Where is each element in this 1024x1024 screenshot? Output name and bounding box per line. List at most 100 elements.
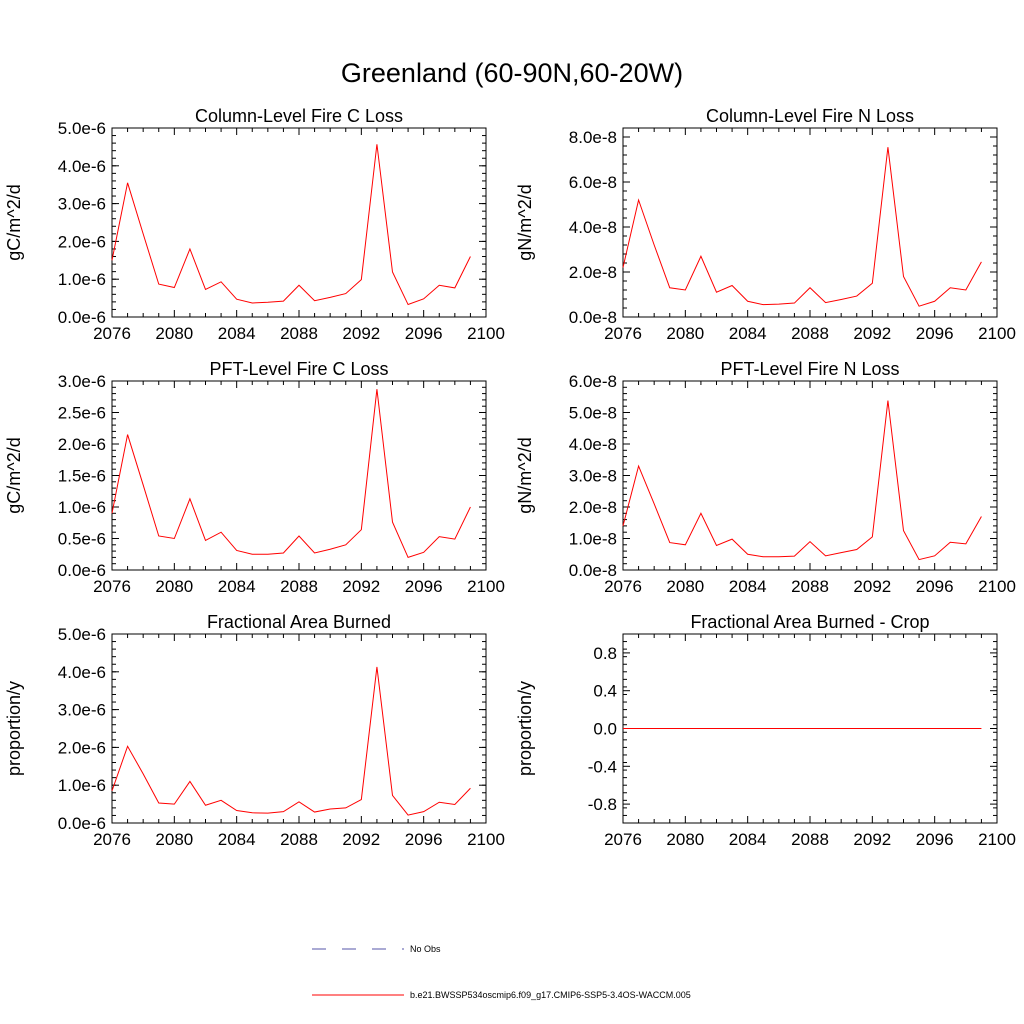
y-tick-label: 3.0e-6 <box>58 372 106 391</box>
panel-3: PFT-Level Fire C Loss gC/m^2/d 2076 2080 208… <box>4 359 505 596</box>
y-tick-label: 2.5e-6 <box>58 404 106 423</box>
x-tick-label: 2092 <box>342 324 380 343</box>
y-tick-label: 1.0e-6 <box>58 776 106 795</box>
x-tick-label: 2100 <box>467 577 505 596</box>
x-tick-label: 2080 <box>155 324 193 343</box>
y-tick-label: 5.0e-6 <box>58 625 106 644</box>
y-tick-label: 5.0e-8 <box>569 404 617 423</box>
x-tick-label: 2100 <box>467 830 505 849</box>
panel-5: Fractional Area Burned proportion/y 2076 20… <box>4 612 505 849</box>
x-tick-label: 2084 <box>218 577 256 596</box>
series-line <box>111 389 471 559</box>
y-tick-label: 0.0e-6 <box>58 308 106 327</box>
x-tick-label: 2076 <box>93 324 131 343</box>
x-tick-label: 2100 <box>467 324 505 343</box>
panels: Column-Level Fire C Loss gC/m^2/d 2076 2080… <box>4 106 1016 849</box>
y-tick-label: 0.4 <box>593 682 617 701</box>
y-tick-label: 0.0e-8 <box>569 308 617 327</box>
x-tick-label: 2088 <box>791 324 829 343</box>
x-tick-label: 2080 <box>666 324 704 343</box>
x-tick-label: 2080 <box>155 577 193 596</box>
panel-title: Fractional Area Burned <box>207 612 391 632</box>
y-tick-label: 3.0e-8 <box>569 467 617 486</box>
panel-title: Column-Level Fire N Loss <box>706 106 914 126</box>
y-tick-label: 5.0e-6 <box>58 119 106 138</box>
panel-1: Column-Level Fire C Loss gC/m^2/d 2076 2080… <box>4 106 505 343</box>
y-tick-label: 6.0e-8 <box>569 173 617 192</box>
y-tick-label: 4.0e-6 <box>58 663 106 682</box>
panel-title: Column-Level Fire C Loss <box>195 106 403 126</box>
x-tick-label: 2080 <box>666 577 704 596</box>
y-axis-label: gN/m^2/d <box>515 437 535 513</box>
x-tick-label: 2088 <box>280 324 318 343</box>
x-tick-label: 2080 <box>155 830 193 849</box>
y-axis-label: gC/m^2/d <box>4 437 24 513</box>
x-tick-label: 2076 <box>93 577 131 596</box>
y-tick-label: 2.0e-6 <box>58 232 106 251</box>
plot-frame <box>111 127 487 318</box>
x-tick-label: 2080 <box>666 830 704 849</box>
x-tick-label: 2084 <box>729 324 767 343</box>
x-tick-label: 2092 <box>853 324 891 343</box>
y-tick-label: 1.0e-8 <box>569 530 617 549</box>
x-tick-label: 2076 <box>604 577 642 596</box>
y-tick-label: 8.0e-8 <box>569 128 617 147</box>
x-tick-label: 2100 <box>978 324 1016 343</box>
x-tick-label: 2096 <box>405 577 443 596</box>
panel-6: Fractional Area Burned - Crop proportion/… <box>515 612 1016 849</box>
x-tick-label: 2084 <box>729 577 767 596</box>
x-tick-label: 2084 <box>729 830 767 849</box>
x-tick-label: 2088 <box>280 830 318 849</box>
panel-title: PFT-Level Fire N Loss <box>720 359 899 379</box>
y-tick-label: 0.5e-6 <box>58 530 106 549</box>
y-tick-label: 2.0e-8 <box>569 263 617 282</box>
y-tick-label: 2.0e-6 <box>58 435 106 454</box>
x-tick-label: 2088 <box>280 577 318 596</box>
series-line <box>622 400 982 561</box>
x-tick-label: 2076 <box>604 324 642 343</box>
panel-title: Fractional Area Burned - Crop <box>690 612 929 632</box>
x-tick-label: 2092 <box>853 577 891 596</box>
y-tick-label: 1.5e-6 <box>58 467 106 486</box>
y-tick-label: 2.0e-6 <box>58 738 106 757</box>
plot-frame <box>111 380 487 571</box>
x-tick-label: 2096 <box>916 830 954 849</box>
y-axis-label: proportion/y <box>4 681 24 776</box>
x-tick-label: 2096 <box>405 830 443 849</box>
x-tick-label: 2100 <box>978 577 1016 596</box>
x-tick-label: 2100 <box>978 830 1016 849</box>
y-tick-label: 4.0e-6 <box>58 157 106 176</box>
y-tick-label: 0.0e-6 <box>58 561 106 580</box>
y-tick-label: 0.8 <box>593 644 617 663</box>
x-tick-label: 2096 <box>405 324 443 343</box>
y-tick-label: 4.0e-8 <box>569 218 617 237</box>
y-axis-label: gC/m^2/d <box>4 184 24 260</box>
legend-label-1: No Obs <box>410 944 441 954</box>
x-tick-label: 2084 <box>218 324 256 343</box>
panel-4: PFT-Level Fire N Loss gN/m^2/d 2076 2080 208… <box>515 359 1016 596</box>
series-line <box>111 144 471 306</box>
y-tick-label: 1.0e-6 <box>58 498 106 517</box>
y-tick-label: 0.0e-8 <box>569 561 617 580</box>
y-tick-label: 0.0 <box>593 720 617 739</box>
y-tick-label: 2.0e-8 <box>569 498 617 517</box>
x-tick-label: 2092 <box>853 830 891 849</box>
x-tick-label: 2096 <box>916 577 954 596</box>
x-tick-label: 2076 <box>93 830 131 849</box>
y-tick-label: 3.0e-6 <box>58 701 106 720</box>
x-tick-label: 2088 <box>791 830 829 849</box>
series-line <box>622 147 982 307</box>
y-axis-label: proportion/y <box>515 681 535 776</box>
series-line <box>111 666 471 816</box>
y-tick-label: 3.0e-6 <box>58 195 106 214</box>
panel-2: Column-Level Fire N Loss gN/m^2/d 2076 2080… <box>515 106 1016 343</box>
figure-title: Greenland (60-90N,60-20W) <box>341 58 683 88</box>
y-tick-label: -0.8 <box>588 795 617 814</box>
y-tick-label: 4.0e-8 <box>569 435 617 454</box>
y-tick-label: 0.0e-6 <box>58 814 106 833</box>
legend-label-2: b.e21.BWSSP534oscmip6.f09_g17.CMIP6-SSP5… <box>410 990 691 1000</box>
x-tick-label: 2084 <box>218 830 256 849</box>
x-tick-label: 2096 <box>916 324 954 343</box>
legend: No Obs b.e21.BWSSP534oscmip6.f09_g17.CMIP… <box>312 944 691 1000</box>
